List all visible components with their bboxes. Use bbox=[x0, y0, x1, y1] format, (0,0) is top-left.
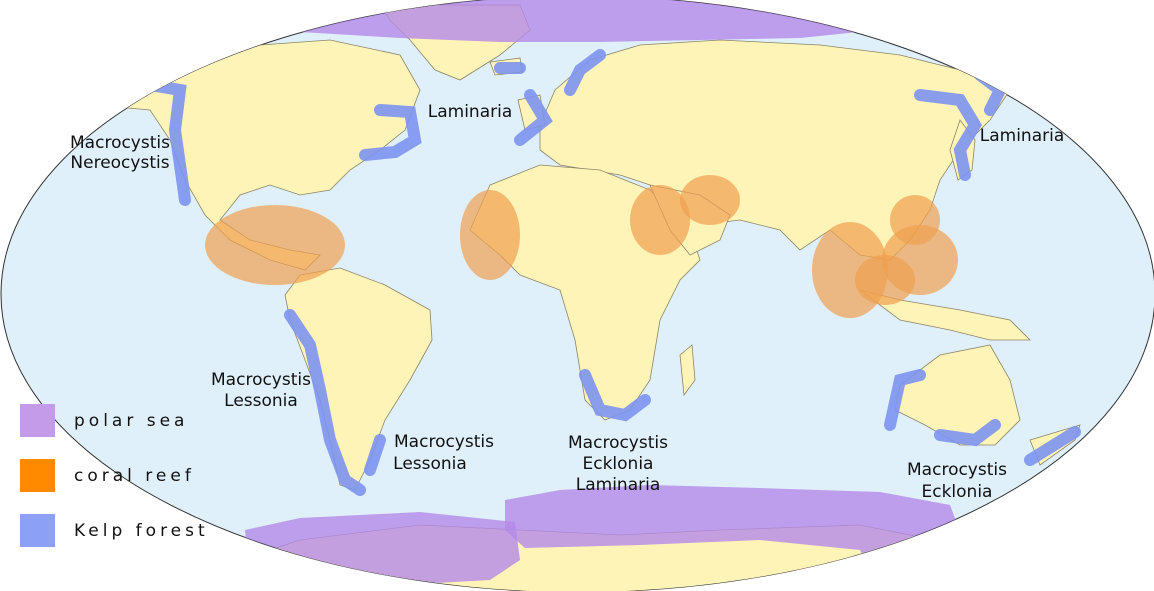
caribbean-coral-reef bbox=[205, 205, 345, 285]
e-south-america-label-2: Lessonia bbox=[393, 454, 467, 474]
w-south-america-kelp bbox=[284, 309, 366, 496]
s-australia-kelp bbox=[884, 369, 926, 431]
nw-america-label-2: Nereocystis bbox=[70, 153, 169, 173]
s-africa-kelp bbox=[579, 369, 651, 422]
nw-atlantic-kelp bbox=[359, 104, 422, 161]
polar-sea-swatch bbox=[20, 404, 55, 437]
malaysia-coral-reef bbox=[855, 255, 915, 305]
e-south-america-kelp bbox=[364, 434, 386, 476]
new-zealand-kelp bbox=[1024, 426, 1081, 466]
legend-item-polar-sea: polar sea bbox=[20, 404, 240, 440]
legend-item-kelp-forest: Kelp forest bbox=[20, 514, 240, 550]
kelp-forest-regions bbox=[94, 49, 1081, 496]
legend-label-kelp-forest: Kelp forest bbox=[74, 521, 209, 541]
australia bbox=[894, 344, 1021, 446]
kelp-forest-swatch bbox=[20, 514, 55, 547]
region-labels: Macrocystis Nereocystis Laminaria Lamina… bbox=[70, 102, 1064, 502]
s-africa-label-2: Ecklonia bbox=[583, 454, 654, 474]
legend-label-polar-sea: polar sea bbox=[74, 411, 189, 431]
w-south-america-label-2: Lessonia bbox=[224, 391, 298, 411]
australia-label-2: Ecklonia bbox=[922, 482, 993, 502]
legend-label-coral-reef: coral reef bbox=[74, 466, 195, 486]
persian-gulf-coral-reef bbox=[680, 175, 740, 225]
antarctic-polar-sea-west bbox=[245, 512, 520, 590]
n-europe-kelp bbox=[514, 89, 553, 146]
madagascar bbox=[679, 344, 696, 397]
norway-kelp bbox=[564, 49, 606, 96]
nw-pacific-label: Laminaria bbox=[980, 126, 1065, 146]
south-america bbox=[284, 267, 433, 491]
coral-reef-regions bbox=[205, 175, 958, 318]
e-south-america-label-1: Macrocystis bbox=[394, 432, 494, 452]
legend-item-coral-reef: coral reef bbox=[20, 459, 240, 495]
se-australia-kelp bbox=[934, 419, 1001, 447]
s-africa-label-3: Laminaria bbox=[576, 475, 661, 495]
australia-label-1: Macrocystis bbox=[907, 460, 1007, 480]
west-africa-coral-reef bbox=[460, 190, 520, 280]
arctic-polar-sea bbox=[275, 0, 880, 42]
se-asia-islands bbox=[859, 289, 1031, 341]
s-africa-label-1: Macrocystis bbox=[568, 433, 668, 453]
antarctic-polar-sea-east bbox=[505, 485, 965, 590]
red-sea-coral-reef bbox=[630, 185, 690, 255]
n-atlantic-label: Laminaria bbox=[428, 102, 513, 122]
nw-america-label-1: Macrocystis bbox=[70, 133, 170, 153]
w-south-america-label-1: Macrocystis bbox=[211, 370, 311, 390]
coral-reef-swatch bbox=[20, 459, 55, 492]
nw-pacific-kelp bbox=[914, 89, 982, 181]
